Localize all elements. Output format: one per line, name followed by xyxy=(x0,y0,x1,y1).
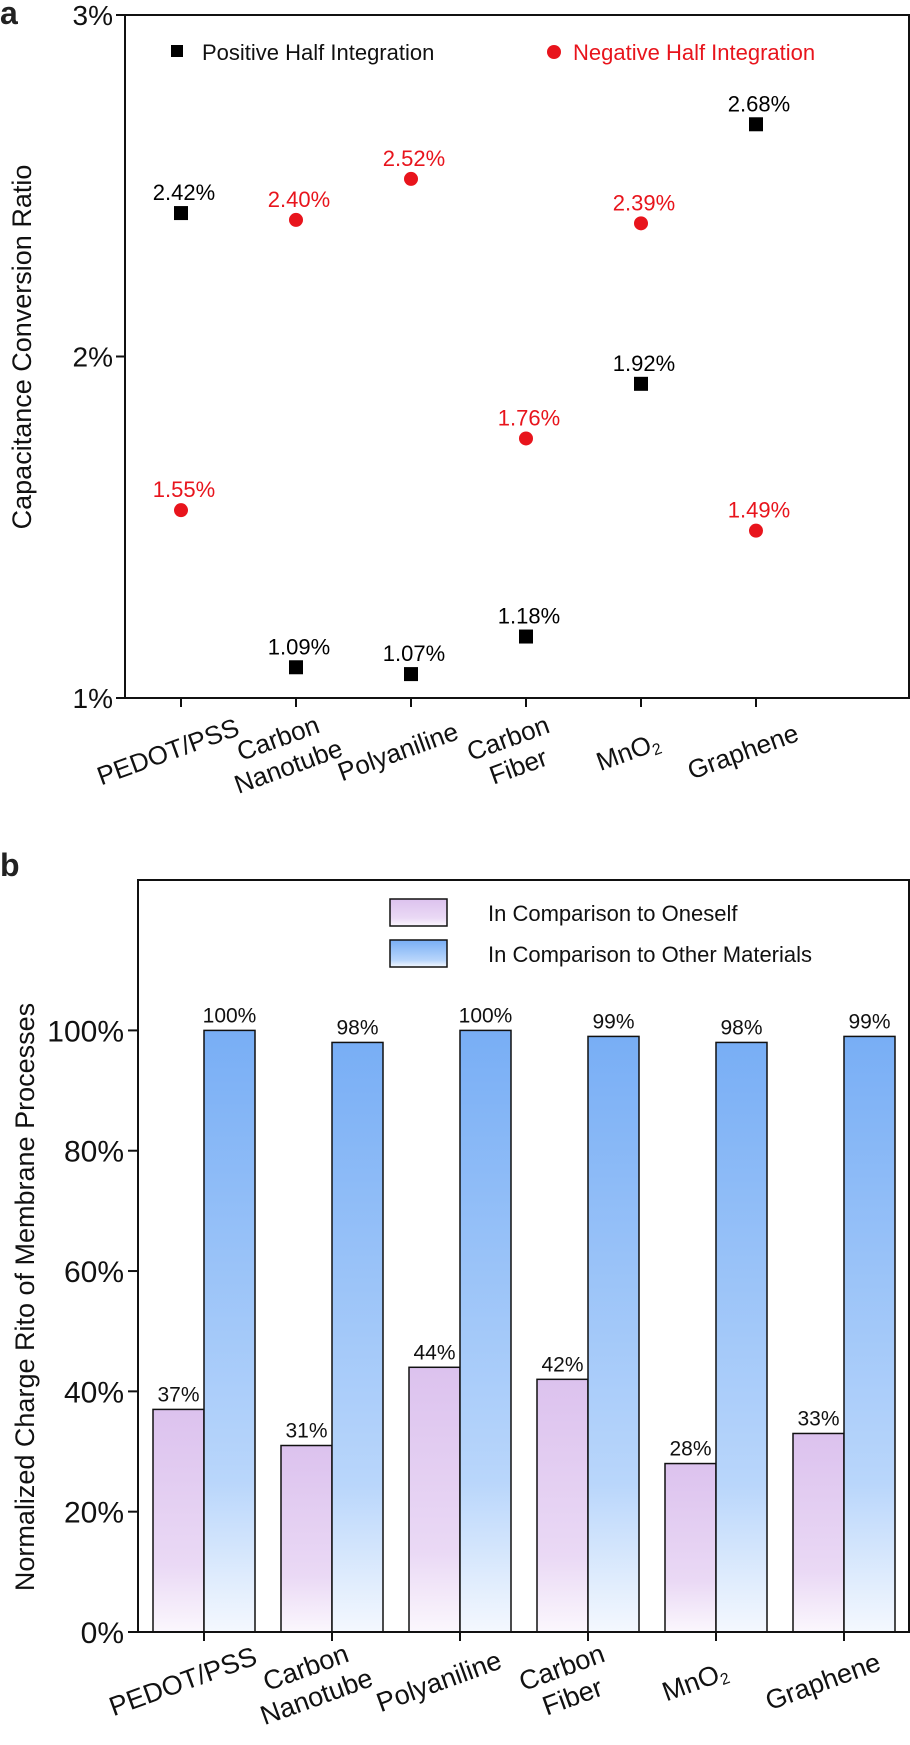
bar-label-in-comparison-to-oneself-carbon-nanotube: 31% xyxy=(285,1420,327,1443)
x-tick-label-b-carbon-nanotube: CarbonNanotube xyxy=(246,1633,377,1730)
point-negative-half-integration-carbon-fiber xyxy=(519,431,533,446)
point-negative-half-integration-polyaniline xyxy=(404,171,418,186)
legend-b: In Comparison to Oneself In Comparison t… xyxy=(389,898,812,968)
legend-marker-negative xyxy=(547,45,561,59)
bar-label-in-comparison-to-other-materials-polyaniline: 100% xyxy=(459,1004,513,1027)
point-positive-half-integration-carbon-fiber xyxy=(519,629,533,644)
panel-label-a: a xyxy=(0,0,18,31)
point-positive-half-integration-mno2 xyxy=(634,376,648,391)
legend-a: Positive Half Integration Negative Half … xyxy=(171,40,815,65)
x-tick-label-a-mno2: MnO2 xyxy=(592,726,664,778)
data-label-negative-half-integration-carbon-fiber: 1.76% xyxy=(498,405,560,430)
bar-label-in-comparison-to-oneself-graphene: 33% xyxy=(797,1407,839,1430)
x-tick-label-a-carbon-nanotube: CarbonNanotube xyxy=(220,705,346,800)
data-label-negative-half-integration-mno2: 2.39% xyxy=(613,190,675,215)
bar-label-in-comparison-to-other-materials-carbon-fiber: 99% xyxy=(592,1010,634,1033)
point-negative-half-integration-graphene xyxy=(749,523,763,538)
data-label-negative-half-integration-polyaniline: 2.52% xyxy=(383,146,445,171)
data-label-negative-half-integration-pedot-pss: 1.55% xyxy=(153,477,215,502)
point-positive-half-integration-graphene xyxy=(749,117,763,132)
point-positive-half-integration-polyaniline xyxy=(404,667,418,682)
data-marks-a: 2.42% 1.09% 1.07% 1.18% 1.92% 2.68% 1.55% 2.40%… xyxy=(153,91,790,682)
y-tick-label-a: 3% xyxy=(73,0,113,31)
point-positive-half-integration-carbon-nanotube xyxy=(289,660,303,675)
bar-in-comparison-to-other-materials-mno2 xyxy=(715,1041,768,1633)
y-tick-label-b: 40% xyxy=(64,1376,124,1409)
data-label-positive-half-integration-mno2: 1.92% xyxy=(613,351,675,376)
x-tick-label-b-pedot-pss: PEDOT/PSS xyxy=(105,1641,260,1722)
bar-label-in-comparison-to-other-materials-graphene: 99% xyxy=(848,1010,890,1033)
plot-frame-b xyxy=(137,879,910,1633)
point-negative-half-integration-mno2 xyxy=(634,216,648,231)
legend-swatch-other xyxy=(389,939,448,968)
bar-label-in-comparison-to-oneself-pedot-pss: 37% xyxy=(157,1383,199,1406)
legend-label-negative: Negative Half Integration xyxy=(573,40,815,65)
bar-label-in-comparison-to-oneself-polyaniline: 44% xyxy=(413,1341,455,1364)
x-tick-label-b-carbon-fiber: CarbonFiber xyxy=(515,1638,619,1726)
bar-label-in-comparison-to-other-materials-carbon-nanotube: 98% xyxy=(336,1016,378,1039)
bar-label-in-comparison-to-other-materials-mno2: 98% xyxy=(720,1016,762,1039)
bar-in-comparison-to-other-materials-carbon-fiber xyxy=(587,1035,640,1633)
bar-in-comparison-to-oneself-polyaniline xyxy=(408,1366,461,1633)
bar-in-comparison-to-other-materials-polyaniline xyxy=(459,1029,512,1633)
legend-marker-positive xyxy=(171,45,183,57)
point-negative-half-integration-pedot-pss xyxy=(174,503,188,518)
data-label-positive-half-integration-pedot-pss: 2.42% xyxy=(153,180,215,205)
data-label-positive-half-integration-graphene: 2.68% xyxy=(728,91,790,116)
y-tick-label-a: 2% xyxy=(73,342,113,373)
data-label-negative-half-integration-carbon-nanotube: 2.40% xyxy=(268,187,330,212)
x-tick-label-a-pedot-pss: PEDOT/PSS xyxy=(93,712,243,791)
data-label-negative-half-integration-graphene: 1.49% xyxy=(728,498,790,523)
panel-b: b Normalized Charge Rito of Membrane Pro… xyxy=(0,847,910,1731)
y-tick-label-b: 0% xyxy=(81,1617,124,1650)
point-positive-half-integration-pedot-pss xyxy=(174,206,188,221)
bar-label-in-comparison-to-other-materials-pedot-pss: 100% xyxy=(203,1004,257,1027)
x-tick-label-b-mno2: MnO2 xyxy=(658,1656,732,1709)
x-tick-label-b-graphene: Graphene xyxy=(761,1647,884,1716)
bar-in-comparison-to-other-materials-graphene xyxy=(843,1035,896,1633)
legend-label-other: In Comparison to Other Materials xyxy=(488,942,812,967)
bar-in-comparison-to-oneself-carbon-fiber xyxy=(536,1378,589,1633)
y-tick-label-a: 1% xyxy=(73,683,113,714)
bar-in-comparison-to-oneself-carbon-nanotube xyxy=(280,1444,333,1633)
y-tick-label-b: 60% xyxy=(64,1256,124,1289)
legend-swatch-oneself xyxy=(389,898,448,927)
bar-label-in-comparison-to-oneself-mno2: 28% xyxy=(669,1438,711,1461)
bar-in-comparison-to-oneself-pedot-pss xyxy=(152,1408,205,1633)
x-tick-label-a-polyaniline: Polyaniline xyxy=(334,716,462,787)
x-tick-label-a-graphene: Graphene xyxy=(683,718,802,786)
legend-label-oneself: In Comparison to Oneself xyxy=(488,901,738,926)
y-tick-label-b: 100% xyxy=(47,1015,124,1048)
legend-label-positive: Positive Half Integration xyxy=(202,40,434,65)
data-label-positive-half-integration-carbon-fiber: 1.18% xyxy=(498,604,560,629)
bar-in-comparison-to-other-materials-carbon-nanotube xyxy=(331,1041,384,1633)
point-negative-half-integration-carbon-nanotube xyxy=(289,212,303,227)
y-axis-label-a: Capacitance Conversion Ratio xyxy=(7,165,37,530)
plot-frame-a xyxy=(124,14,910,699)
panel-a: a Capacitance Conversion Ratio 1% 2% 3% PE… xyxy=(0,0,910,800)
y-ticks-b: 0% 20% 40% 60% 80% 100% xyxy=(47,1015,138,1650)
bars-b: 37% 31% 44% 42% 28% 33% 100% 98% 100% 99% 98% 99% xyxy=(152,1004,896,1633)
bar-in-comparison-to-oneself-mno2 xyxy=(664,1462,717,1633)
y-axis-label-b: Normalized Charge Rito of Membrane Proce… xyxy=(10,1003,40,1591)
x-tick-label-a-carbon-fiber: CarbonFiber xyxy=(463,709,564,794)
y-ticks-a: 1% 2% 3% xyxy=(73,0,125,714)
bar-in-comparison-to-other-materials-pedot-pss xyxy=(203,1029,256,1633)
data-label-positive-half-integration-polyaniline: 1.07% xyxy=(383,641,445,666)
bar-in-comparison-to-oneself-graphene xyxy=(792,1432,845,1633)
y-tick-label-b: 20% xyxy=(64,1497,124,1530)
panel-label-b: b xyxy=(0,847,20,883)
data-label-positive-half-integration-carbon-nanotube: 1.09% xyxy=(268,634,330,659)
bar-label-in-comparison-to-oneself-carbon-fiber: 42% xyxy=(541,1353,583,1376)
x-tick-label-b-polyaniline: Polyaniline xyxy=(372,1645,505,1718)
y-tick-label-b: 80% xyxy=(64,1136,124,1169)
